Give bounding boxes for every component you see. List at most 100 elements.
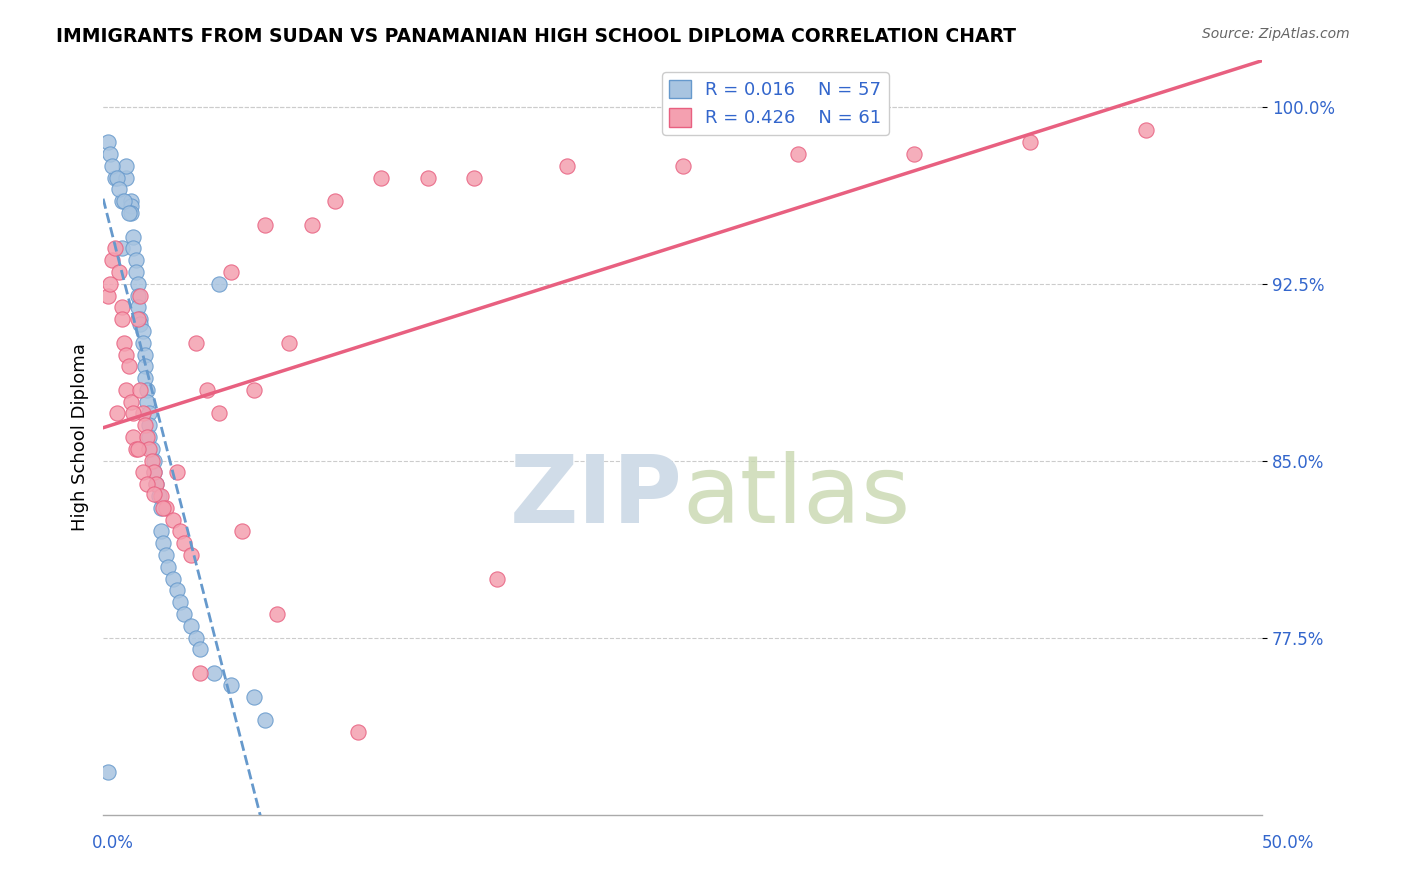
Point: [136, 430, 159, 444]
Point: [120, 199, 142, 213]
Point: [162, 513, 184, 527]
Point: [112, 194, 135, 209]
Point: [190, 665, 212, 680]
Point: [111, 241, 134, 255]
Point: [105, 170, 128, 185]
Text: 0.0%: 0.0%: [91, 834, 134, 852]
Point: [117, 359, 139, 374]
Point: [208, 407, 231, 421]
Point: [97, 288, 120, 302]
Legend: R = 0.016    N = 57, R = 0.426    N = 61: R = 0.016 N = 57, R = 0.426 N = 61: [662, 72, 889, 135]
Point: [145, 477, 167, 491]
Point: [150, 489, 173, 503]
Point: [166, 583, 188, 598]
Point: [115, 383, 138, 397]
Point: [190, 642, 212, 657]
Point: [347, 725, 370, 739]
Point: [370, 170, 392, 185]
Point: [162, 572, 184, 586]
Point: [104, 241, 127, 255]
Point: [184, 335, 207, 350]
Point: [124, 265, 146, 279]
Point: [111, 194, 134, 209]
Point: [120, 394, 142, 409]
Point: [138, 407, 160, 421]
Point: [138, 430, 160, 444]
Text: IMMIGRANTS FROM SUDAN VS PANAMANIAN HIGH SCHOOL DIPLOMA CORRELATION CHART: IMMIGRANTS FROM SUDAN VS PANAMANIAN HIGH…: [56, 27, 1017, 45]
Point: [127, 288, 149, 302]
Point: [129, 312, 152, 326]
Point: [131, 324, 153, 338]
Point: [150, 500, 173, 515]
Point: [127, 442, 149, 456]
Point: [134, 371, 156, 385]
Point: [145, 477, 167, 491]
Point: [141, 453, 163, 467]
Point: [112, 335, 135, 350]
Point: [155, 500, 177, 515]
Point: [219, 265, 242, 279]
Point: [173, 536, 195, 550]
Point: [117, 206, 139, 220]
Point: [129, 383, 152, 397]
Point: [173, 607, 195, 621]
Point: [108, 182, 131, 196]
Point: [136, 383, 159, 397]
Point: [254, 218, 277, 232]
Point: [131, 466, 153, 480]
Point: [166, 466, 188, 480]
Y-axis label: High School Diploma: High School Diploma: [72, 343, 89, 531]
Point: [138, 442, 160, 456]
Point: [115, 347, 138, 361]
Point: [152, 500, 174, 515]
Point: [120, 194, 142, 209]
Point: [108, 265, 131, 279]
Point: [323, 194, 346, 209]
Point: [122, 229, 145, 244]
Point: [208, 277, 231, 291]
Point: [143, 486, 166, 500]
Point: [105, 407, 128, 421]
Point: [124, 253, 146, 268]
Point: [104, 170, 127, 185]
Point: [122, 430, 145, 444]
Point: [97, 135, 120, 149]
Point: [143, 466, 166, 480]
Point: [136, 477, 159, 491]
Point: [197, 383, 219, 397]
Point: [243, 383, 266, 397]
Point: [157, 559, 180, 574]
Text: 50.0%: 50.0%: [1263, 834, 1315, 852]
Point: [122, 407, 145, 421]
Point: [129, 317, 152, 331]
Point: [266, 607, 288, 621]
Point: [98, 277, 121, 291]
Point: [127, 312, 149, 326]
Point: [219, 678, 242, 692]
Point: [111, 301, 134, 315]
Point: [148, 489, 170, 503]
Point: [134, 347, 156, 361]
Point: [101, 253, 124, 268]
Point: [127, 301, 149, 315]
Point: [463, 170, 485, 185]
Text: atlas: atlas: [682, 451, 911, 543]
Point: [111, 312, 134, 326]
Point: [1019, 135, 1042, 149]
Point: [787, 147, 810, 161]
Point: [124, 442, 146, 456]
Point: [134, 359, 156, 374]
Point: [1135, 123, 1157, 137]
Point: [277, 335, 299, 350]
Point: [97, 765, 120, 780]
Point: [152, 536, 174, 550]
Point: [122, 241, 145, 255]
Point: [555, 159, 578, 173]
Point: [129, 288, 152, 302]
Point: [202, 665, 225, 680]
Point: [155, 548, 177, 562]
Point: [671, 159, 693, 173]
Point: [101, 159, 124, 173]
Point: [243, 690, 266, 704]
Point: [115, 159, 138, 173]
